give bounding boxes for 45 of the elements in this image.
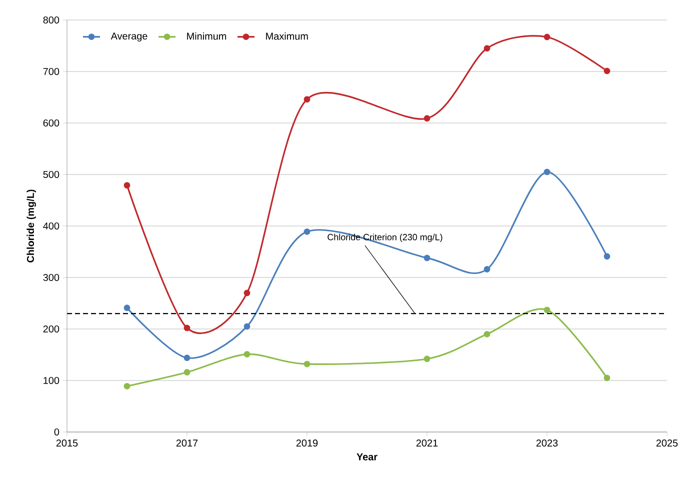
point bbox=[604, 374, 610, 382]
point bbox=[304, 228, 310, 235]
point bbox=[124, 382, 130, 390]
point bbox=[484, 330, 490, 338]
y-tick-label: 800 bbox=[43, 16, 60, 24]
point bbox=[484, 266, 490, 272]
x-tick-label: 2015 bbox=[56, 440, 78, 447]
point bbox=[184, 324, 190, 332]
y-tick-label: 0 bbox=[54, 428, 60, 436]
y-axis-title: Chloride (mg/L) bbox=[26, 190, 36, 262]
point bbox=[124, 182, 130, 189]
x-tick-label: 2023 bbox=[536, 440, 558, 447]
legend-label: Average bbox=[110, 32, 148, 42]
point bbox=[304, 360, 310, 368]
point bbox=[424, 356, 430, 362]
legend-label: Maximum bbox=[266, 32, 308, 40]
y-tick-label: 100 bbox=[44, 376, 60, 384]
point bbox=[544, 168, 550, 176]
legend-label: Minimum bbox=[187, 32, 226, 40]
x-tick-label: 2017 bbox=[176, 440, 198, 447]
point bbox=[604, 68, 610, 74]
y-tick-label: 400 bbox=[43, 222, 60, 230]
point bbox=[184, 369, 190, 376]
point bbox=[604, 253, 610, 260]
point bbox=[244, 290, 250, 296]
x-axis-title: Year bbox=[356, 453, 378, 460]
point bbox=[424, 254, 430, 262]
point bbox=[184, 354, 190, 362]
ref-line-label: Chloride Criterion (230 mg/L) bbox=[328, 234, 442, 242]
x-tick-label: 2021 bbox=[416, 440, 438, 447]
y-tick-label: 700 bbox=[43, 68, 60, 76]
point bbox=[424, 115, 430, 122]
point bbox=[244, 323, 250, 330]
y-tick-label: 600 bbox=[43, 119, 60, 127]
y-tick-label: 500 bbox=[43, 170, 60, 178]
x-tick-label: 2025 bbox=[656, 440, 678, 447]
y-tick-label: 200 bbox=[43, 325, 60, 333]
x-tick-label: 2019 bbox=[296, 440, 318, 447]
point bbox=[304, 96, 310, 103]
point bbox=[244, 351, 250, 358]
point bbox=[124, 304, 130, 312]
y-tick-label: 300 bbox=[43, 274, 60, 282]
point bbox=[544, 306, 550, 314]
point bbox=[484, 45, 490, 52]
point bbox=[544, 34, 550, 40]
